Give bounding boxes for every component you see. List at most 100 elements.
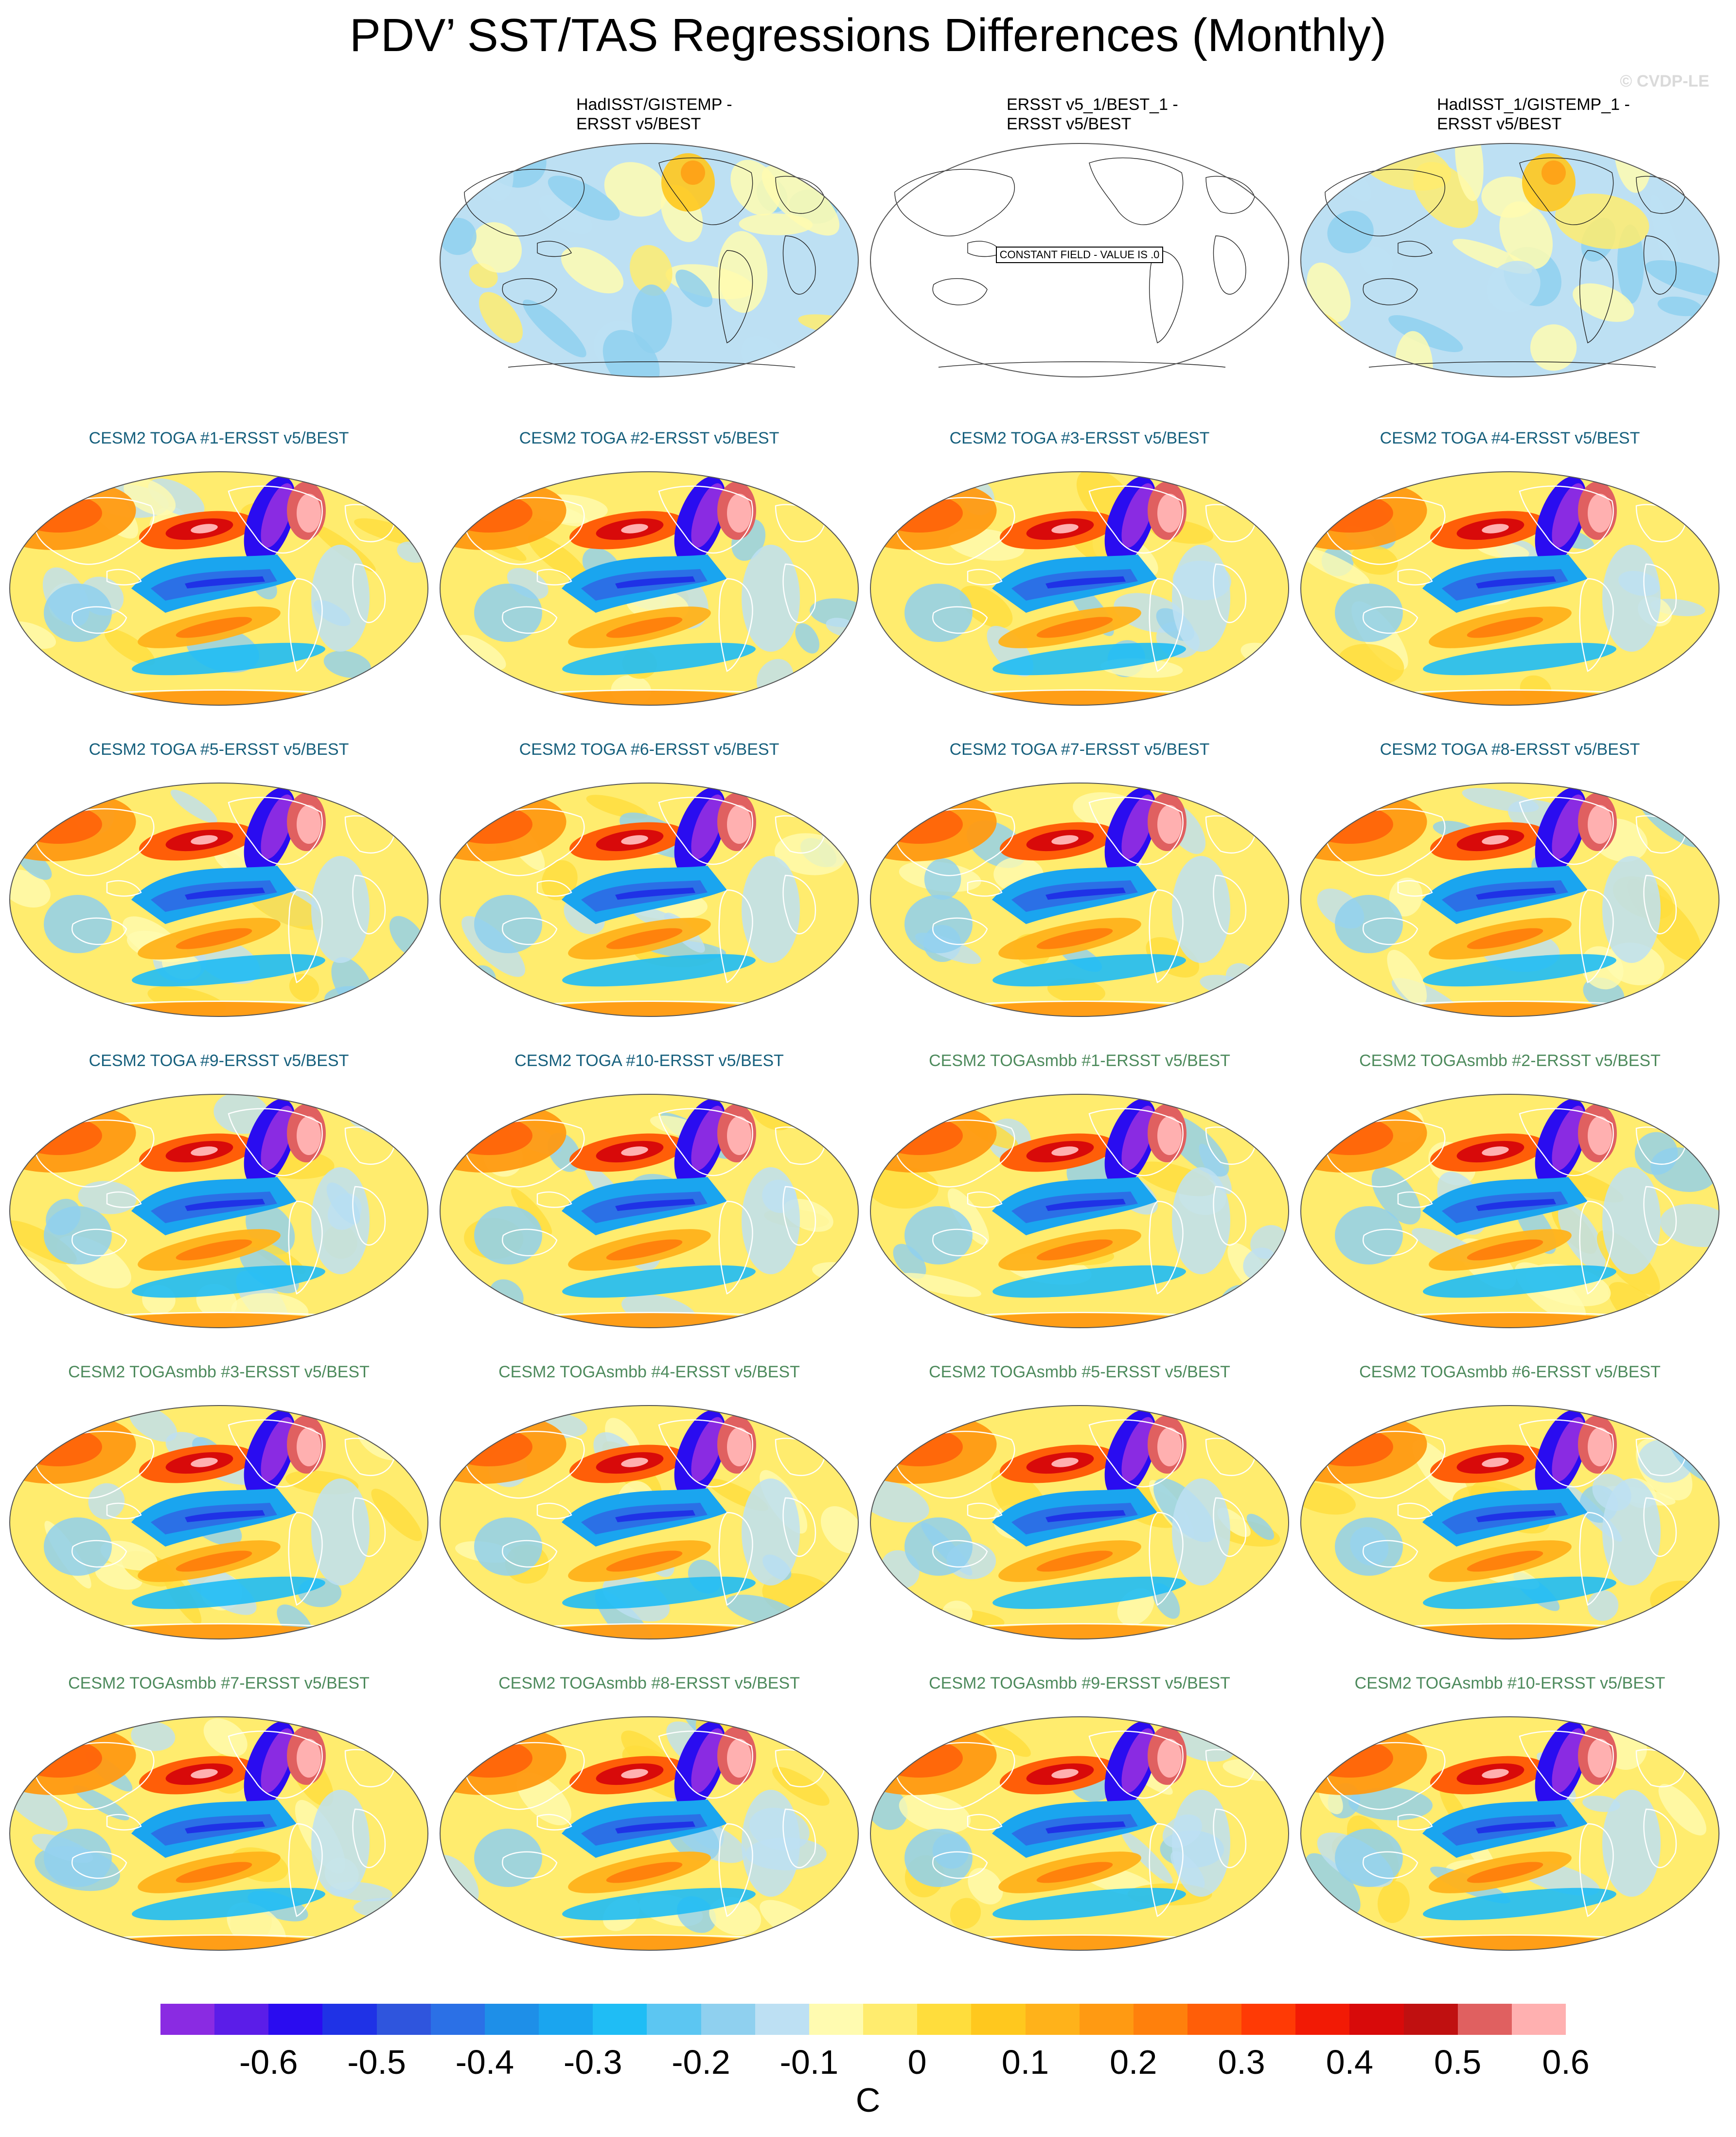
colorbar-swatch xyxy=(647,2004,701,2035)
coastline xyxy=(775,815,825,854)
background-patch xyxy=(1371,1167,1421,1225)
indian-ocean-cool xyxy=(44,584,112,642)
coastline xyxy=(508,361,796,368)
world-map xyxy=(440,783,859,1017)
colorbar-swatch xyxy=(1295,2004,1350,2035)
coastline xyxy=(1643,1497,1677,1557)
colorbar-ticks: -0.6 -0.5 -0.4 -0.3 -0.2 -0.1 0 0.1 0.2 0.3 0.4 0.5… xyxy=(160,2043,1590,2082)
coastline xyxy=(967,1814,1003,1831)
coastline xyxy=(508,1312,796,1319)
map-border xyxy=(870,471,1289,706)
panel-title-line1: HadISST/GISTEMP - xyxy=(576,95,732,114)
coastline xyxy=(1643,874,1677,934)
eastern-north-america-max xyxy=(727,805,751,844)
equatorial-cold-max xyxy=(615,888,695,900)
north-pacific-max xyxy=(1482,1146,1509,1156)
coastline xyxy=(894,1430,1015,1499)
map-panel: CESM2 TOGAsmbb #8-ERSST v5/BEST xyxy=(435,1673,863,1955)
eastern-north-america-max xyxy=(1157,805,1182,844)
coastline xyxy=(502,278,557,305)
coastline xyxy=(1205,815,1256,854)
coastline xyxy=(775,1438,825,1476)
map-border xyxy=(440,471,859,706)
southern-ocean-warm xyxy=(73,1624,365,1639)
anomaly-patch xyxy=(523,299,586,357)
north-america-cold-core xyxy=(691,483,724,548)
southern-ocean-warm xyxy=(503,1624,795,1639)
map-field xyxy=(1301,143,1719,377)
coastline xyxy=(1149,1512,1184,1606)
map-panel: CESM2 TOGAsmbb #4-ERSST v5/BEST xyxy=(435,1362,863,1644)
background-patch xyxy=(1235,1600,1289,1625)
panel-title: CESM2 TOGAsmbb #5-ERSST v5/BEST xyxy=(929,1363,1230,1381)
eastern-north-america-max xyxy=(297,494,321,533)
coastline xyxy=(106,1191,142,1208)
world-map xyxy=(870,1716,1289,1951)
background-patch xyxy=(1664,784,1694,816)
coastline xyxy=(1643,1808,1677,1868)
south-pacific-cold-band xyxy=(1423,1576,1616,1609)
background-patch xyxy=(1351,545,1398,575)
coastline xyxy=(1149,1200,1184,1295)
equatorial-cold-max xyxy=(1045,1199,1126,1211)
background-patch xyxy=(979,1721,1031,1757)
world-map xyxy=(9,1716,428,1951)
coastline xyxy=(1089,157,1184,225)
coastline xyxy=(1368,1934,1656,1941)
colorbar-swatch xyxy=(971,2004,1026,2035)
south-pacific-warm-core xyxy=(1467,1550,1543,1572)
atlantic-cool xyxy=(311,545,370,652)
background-patch xyxy=(1246,1514,1275,1540)
background-patch xyxy=(129,1406,177,1442)
panel-title-line2: ERSST v5/BEST xyxy=(576,115,701,133)
map-panel: CESM2 TOGAsmbb #7-ERSST v5/BEST xyxy=(5,1673,433,1955)
equatorial-cold-max xyxy=(185,1821,265,1834)
south-pacific-warm-core xyxy=(606,928,683,949)
panel-title: CESM2 TOGA #9-ERSST v5/BEST xyxy=(89,1051,349,1070)
southern-ocean-warm xyxy=(934,1002,1225,1016)
coastline xyxy=(352,1186,386,1246)
colorbar-swatch xyxy=(1079,2004,1134,2035)
coastline xyxy=(782,1186,816,1246)
south-pacific-warm-core xyxy=(1467,928,1543,949)
coastline xyxy=(658,1419,753,1488)
southern-ocean-warm xyxy=(1364,1936,1656,1950)
indian-ocean-cool xyxy=(1335,895,1403,953)
coastline xyxy=(967,1191,1003,1208)
south-pacific-warm-core xyxy=(1036,1239,1113,1261)
panel-title: CESM2 TOGAsmbb #7-ERSST v5/BEST xyxy=(68,1674,370,1692)
background-patch xyxy=(1558,1203,1606,1271)
colorbar-swatch xyxy=(1511,2004,1566,2035)
coastline xyxy=(932,1851,988,1879)
background-patch xyxy=(882,1912,922,1950)
background-patch xyxy=(528,534,589,582)
colorbar-swatch xyxy=(268,2004,323,2035)
colorbar-tick-label: -0.1 xyxy=(779,2043,839,2081)
colorbar-swatch xyxy=(1025,2004,1080,2035)
coastline xyxy=(71,1229,127,1256)
coastline xyxy=(1579,250,1614,344)
map-border xyxy=(9,1716,428,1951)
north-america-cold-core xyxy=(1552,483,1585,548)
map-panel: CESM2 TOGAsmbb #2-ERSST v5/BEST xyxy=(1296,1051,1724,1333)
atlantic-cool xyxy=(1602,856,1661,963)
background-patch xyxy=(456,635,506,670)
coastline xyxy=(71,917,127,945)
map-field xyxy=(1301,1717,1719,1950)
colorbar-tick-label: 0 xyxy=(907,2043,927,2081)
eastern-north-america-max xyxy=(1588,1116,1612,1155)
coastline xyxy=(938,1623,1226,1630)
panel-title: CESM2 TOGAsmbb #4-ERSST v5/BEST xyxy=(498,1363,800,1381)
coastline xyxy=(1149,250,1184,344)
background-patch xyxy=(950,1898,981,1929)
colorbar-swatch xyxy=(863,2004,918,2035)
map-field xyxy=(1301,1094,1719,1328)
world-map xyxy=(1300,143,1719,377)
southern-ocean-warm xyxy=(503,1936,795,1950)
panel-title-line2: ERSST v5/BEST xyxy=(1007,115,1132,133)
panel-title-line1: ERSST v5_1/BEST_1 - xyxy=(1007,95,1178,114)
south-pacific-warm-core xyxy=(606,1862,683,1883)
map-border xyxy=(9,783,428,1017)
background-patch xyxy=(893,1244,926,1279)
south-pacific-cold-band xyxy=(1423,642,1616,676)
